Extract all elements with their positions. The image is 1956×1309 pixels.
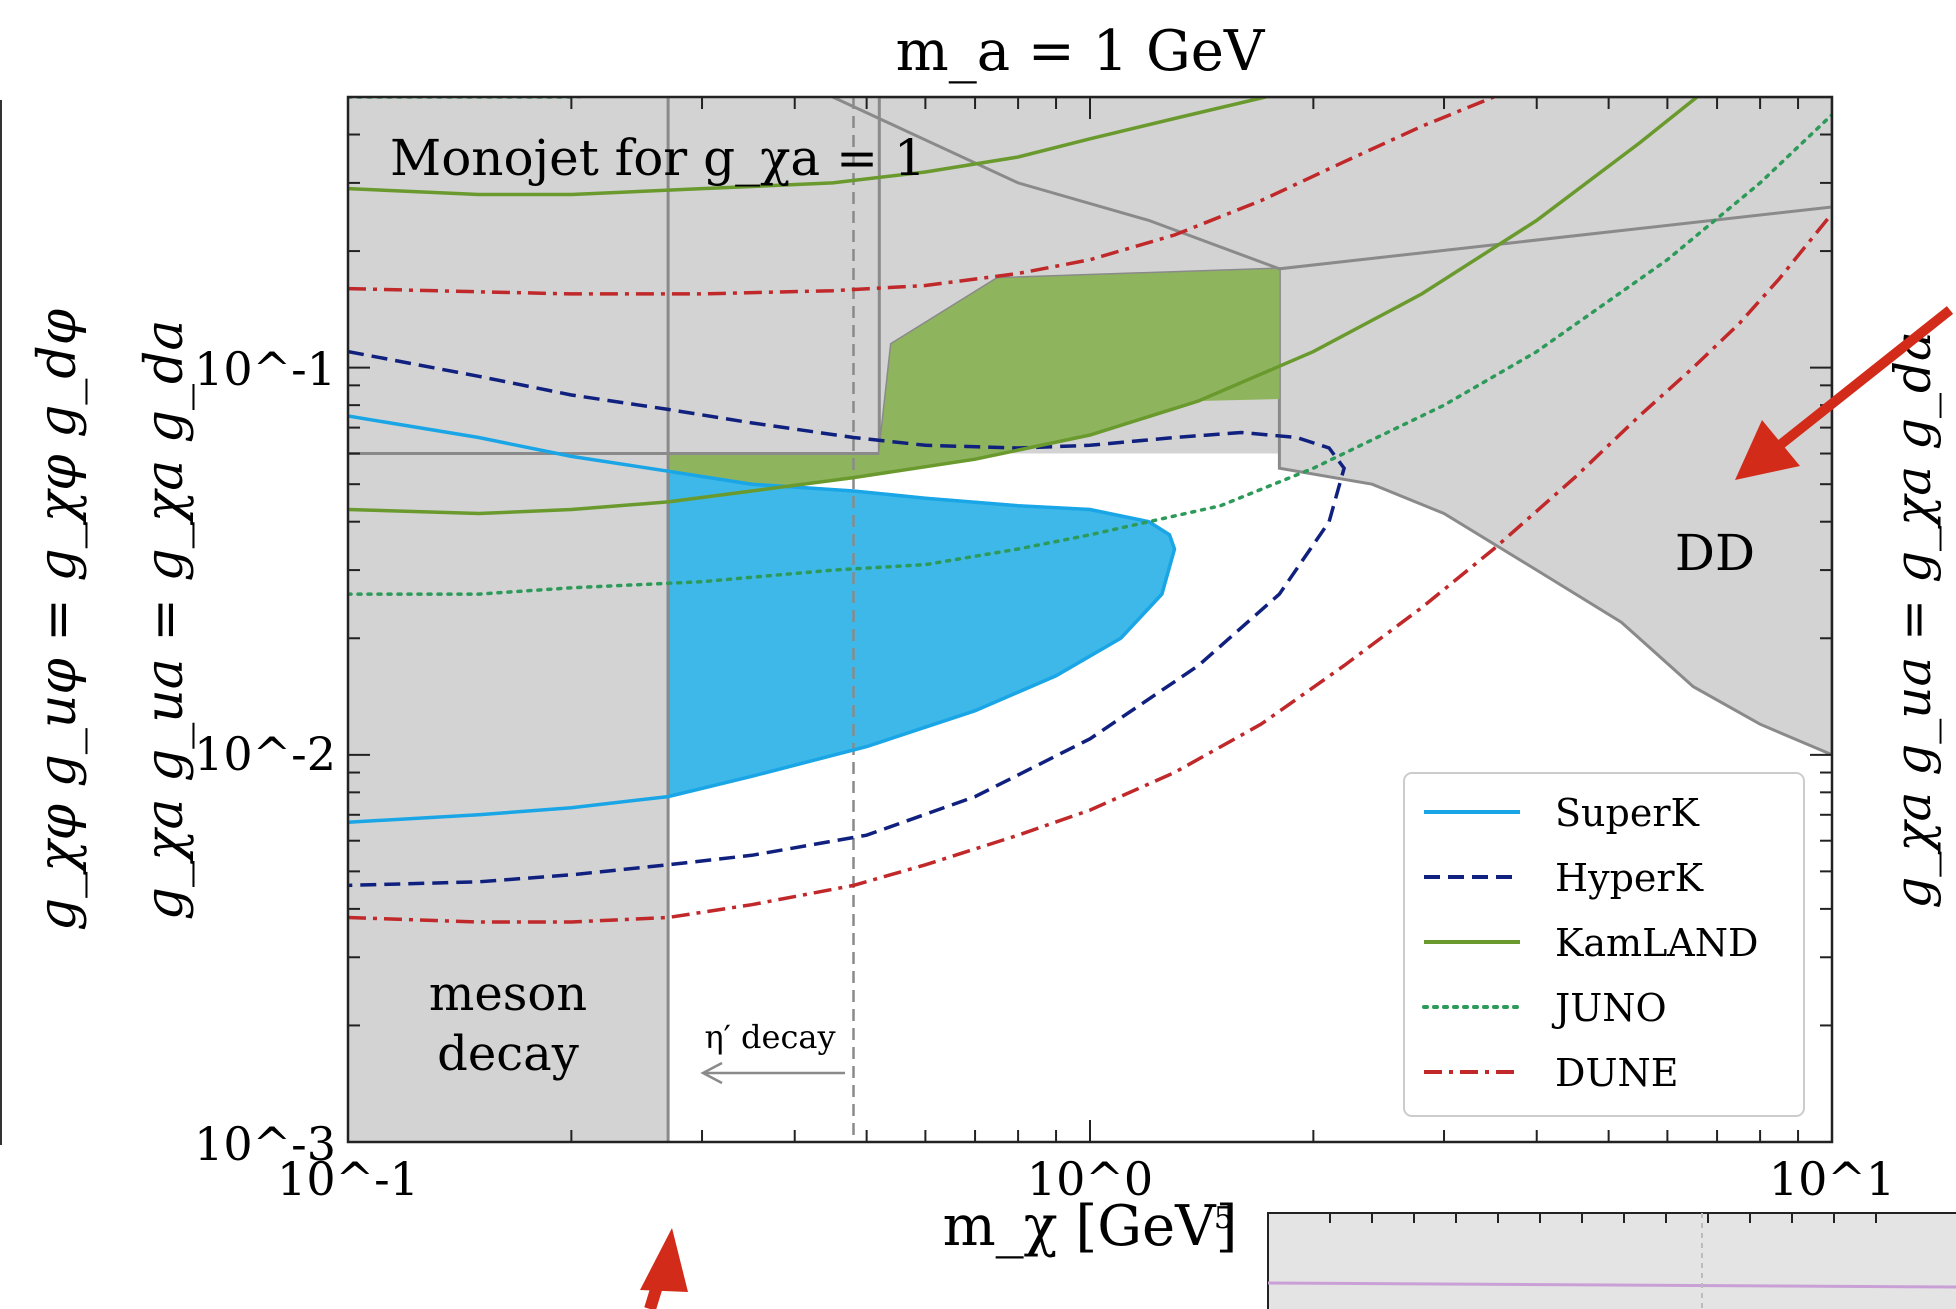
series-line-kamland — [348, 97, 1700, 516]
right-axis-label: g_χa g_ua = g_χa g_da — [1884, 331, 1942, 909]
meson-annotation-line1: meson — [429, 966, 587, 1022]
eta-prime-arrow — [700, 1061, 845, 1085]
legend: SuperK HyperK KamLAND JUNO DUNE — [1403, 772, 1805, 1117]
x-tick-label-2: 10^1 — [1769, 1152, 1895, 1206]
x-tick-label-1: 10^0 — [1027, 1152, 1153, 1206]
inset-series-line — [1267, 1281, 1956, 1289]
bottom-inset-panel: 5 — [1214, 1201, 1956, 1309]
right-background-panel: g_χa g_ua = g_χa g_da — [1884, 331, 1942, 909]
series-line-dune-upper — [348, 97, 1499, 296]
meson-annotation-line2: decay — [437, 1026, 579, 1082]
legend-label-superk: SuperK — [1555, 791, 1699, 835]
plot-area — [348, 97, 1832, 1142]
kamland-fill-region — [668, 268, 1280, 502]
meson-decay-region — [348, 97, 669, 1142]
inset-tick-label: 5 — [1214, 1201, 1233, 1236]
dd-annotation: DD — [1675, 524, 1755, 582]
series-line-hyperk — [348, 349, 1347, 888]
series-line-kamland-upper — [348, 97, 1274, 197]
y-tick-label-1: 10^-2 — [194, 727, 336, 781]
inset-ticks — [1329, 1213, 1877, 1223]
legend-label-kamland: KamLAND — [1555, 921, 1758, 965]
left-background-panel: g_χφ g_uφ = g_χφ g_dφ — [0, 100, 88, 1145]
series-line-dune — [348, 212, 1832, 924]
arrow-meson — [640, 1228, 688, 1309]
legend-box — [1403, 772, 1805, 1117]
ticks-layer — [347, 96, 1833, 1143]
left-axis-label: g_χφ g_uφ = g_χφ g_dφ — [28, 308, 88, 931]
monojet-annotation: Monojet for g_χa = 1 — [390, 129, 926, 187]
inset-plot-area — [1267, 1212, 1956, 1309]
series-line-juno-upper — [348, 97, 607, 99]
y-tick-label-2: 10^-1 — [194, 342, 336, 396]
y-axis-label: g_χa g_ua = g_χa g_da — [135, 320, 195, 921]
grey-diagonal-line — [832, 97, 1832, 271]
x-tick-label-0: 10^-1 — [277, 1152, 419, 1206]
legend-label-juno: JUNO — [1551, 986, 1667, 1030]
legend-label-dune: DUNE — [1555, 1051, 1678, 1095]
series-layer — [348, 97, 1832, 924]
series-line-superk — [348, 414, 1177, 824]
chart-title: m_a = 1 GeV — [896, 19, 1266, 84]
x-axis-label: m_χ [GeV] — [943, 1194, 1238, 1259]
y-tick-label-0: 10^-3 — [194, 1117, 336, 1171]
eta-prime-annotation: η′ decay — [704, 1018, 835, 1056]
legend-label-hyperk: HyperK — [1555, 856, 1704, 900]
arrow-dd — [1735, 306, 1954, 480]
